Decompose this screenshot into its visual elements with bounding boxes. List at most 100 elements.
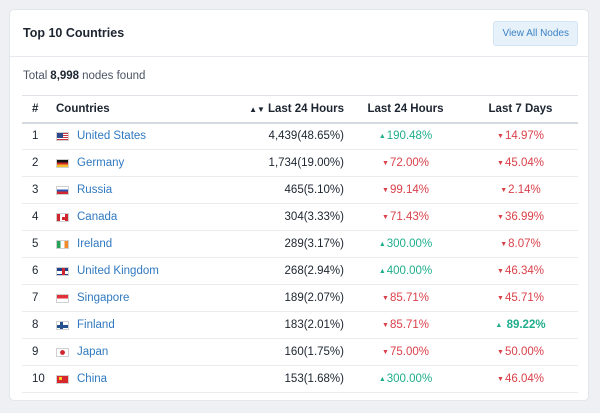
table-row: 7 Singapore 189(2.07%) ▼85.71% ▼45.71% xyxy=(22,284,578,312)
flag-us-icon xyxy=(56,131,69,141)
flag-jp-icon xyxy=(56,347,69,357)
row-nodes-24h: 289(3.17%) xyxy=(222,230,348,258)
country-link[interactable]: Ireland xyxy=(77,238,113,250)
triangle-down-icon: ▼ xyxy=(382,160,389,167)
triangle-down-icon: ▼ xyxy=(497,214,504,221)
card-title: Top 10 Countries xyxy=(23,26,125,40)
flag-de-icon xyxy=(56,158,69,168)
row-change-24h: ▲190.48% xyxy=(348,122,463,150)
header-nodes-label: Last 24 Hours xyxy=(267,102,344,115)
triangle-up-icon: ▲ xyxy=(378,268,386,275)
row-change-7d: ▼14.97% xyxy=(463,122,578,150)
triangle-down-icon: ▼ xyxy=(382,322,389,329)
flag-ie-icon xyxy=(56,239,69,249)
row-nodes-24h: 4,439(48.65%) xyxy=(222,122,348,150)
table-row: 2 Germany 1,734(19.00%) ▼72.00% ▼45.04% xyxy=(22,149,578,177)
row-rank: 3 xyxy=(22,176,52,204)
row-nodes-24h: 465(5.10%) xyxy=(222,176,348,204)
country-link[interactable]: Singapore xyxy=(77,292,130,304)
triangle-down-icon: ▼ xyxy=(500,187,508,194)
row-nodes-24h: 268(2.94%) xyxy=(222,257,348,285)
header-change-7d[interactable]: Last 7 Days xyxy=(463,95,578,124)
total-suffix: nodes found xyxy=(82,70,146,82)
triangle-up-icon: ▲ xyxy=(378,133,386,141)
row-change-7d: ▼8.07% xyxy=(463,230,578,258)
row-rank: 8 xyxy=(22,311,52,339)
row-country: Finland xyxy=(52,311,222,339)
header-change-24h[interactable]: Last 24 Hours xyxy=(348,95,463,124)
country-link[interactable]: United States xyxy=(77,130,147,143)
table-row: 1 United States 4,439(48.65%) ▲190.48% ▼14.9… xyxy=(22,122,578,150)
row-country: United States xyxy=(52,122,222,150)
row-country: Japan xyxy=(52,338,222,366)
row-country: Ireland xyxy=(52,230,222,258)
row-rank: 5 xyxy=(22,230,52,258)
row-nodes-24h: 1,734(19.00%) xyxy=(222,149,348,177)
row-nodes-24h: 189(2.07%) xyxy=(222,284,348,312)
country-link[interactable]: Japan xyxy=(77,346,109,358)
row-change-24h: ▲400.00% xyxy=(348,257,463,285)
flag-cn-icon xyxy=(56,374,69,384)
change-24h-value: 85.71% xyxy=(389,319,429,331)
table-row: 8 Finland 183(2.01%) ▼85.71% ▲ 89.22% xyxy=(22,311,578,339)
view-all-nodes-button[interactable]: View All Nodes xyxy=(493,20,578,46)
change-7d-value: 2.14% xyxy=(508,184,541,196)
row-rank: 1 xyxy=(22,122,52,150)
header-countries: Countries xyxy=(52,95,222,124)
row-change-24h: ▲300.00% xyxy=(348,365,463,393)
row-rank: 10 xyxy=(22,365,52,393)
row-change-24h: ▼99.14% xyxy=(348,176,463,204)
triangle-up-icon: ▲ xyxy=(378,376,386,383)
row-change-7d: ▼36.99% xyxy=(463,203,578,231)
country-link[interactable]: Finland xyxy=(77,319,115,331)
flag-sg-icon xyxy=(56,293,69,303)
row-change-24h: ▼75.00% xyxy=(348,338,463,366)
triangle-up-icon: ▲ xyxy=(495,322,503,329)
triangle-down-icon: ▼ xyxy=(497,295,504,302)
flag-fi-icon xyxy=(56,320,69,330)
row-rank: 2 xyxy=(22,149,52,177)
change-7d-value: 89.22% xyxy=(506,319,546,331)
row-change-24h: ▼85.71% xyxy=(348,284,463,312)
table-header-row: # Countries ▲▼ Last 24 Hours Last 24 Hour… xyxy=(22,95,578,124)
flag-ca-icon xyxy=(56,212,69,222)
row-nodes-24h: 304(3.33%) xyxy=(222,203,348,231)
country-link[interactable]: Canada xyxy=(77,211,118,223)
row-nodes-24h: 183(2.01%) xyxy=(222,311,348,339)
table-row: 6 United Kingdom 268(2.94%) ▲400.00% ▼46.34% xyxy=(22,257,578,285)
header-nodes-24h[interactable]: ▲▼ Last 24 Hours xyxy=(222,95,348,124)
triangle-down-icon: ▼ xyxy=(497,376,504,383)
country-link[interactable]: Germany xyxy=(77,157,125,169)
change-7d-value: 36.99% xyxy=(504,211,544,223)
row-country: Canada xyxy=(52,203,222,231)
country-link[interactable]: United Kingdom xyxy=(77,265,159,277)
change-7d-value: 45.71% xyxy=(504,292,544,304)
change-24h-value: 300.00% xyxy=(386,238,433,250)
triangle-down-icon: ▼ xyxy=(382,295,389,302)
row-change-24h: ▼72.00% xyxy=(348,149,463,177)
change-7d-value: 46.34% xyxy=(504,265,544,277)
header-rank: # xyxy=(22,95,52,124)
change-24h-value: 75.00% xyxy=(389,346,429,358)
row-nodes-24h: 160(1.75%) xyxy=(222,338,348,366)
triangle-down-icon: ▼ xyxy=(497,268,504,275)
change-7d-value: 46.04% xyxy=(504,373,544,385)
country-link[interactable]: Russia xyxy=(77,184,113,196)
row-rank: 9 xyxy=(22,338,52,366)
change-24h-value: 190.48% xyxy=(386,130,433,143)
row-nodes-24h: 153(1.68%) xyxy=(222,365,348,393)
country-link[interactable]: China xyxy=(77,373,108,385)
row-change-24h: ▼71.43% xyxy=(348,203,463,231)
countries-table: # Countries ▲▼ Last 24 Hours Last 24 Hour… xyxy=(22,95,578,393)
triangle-down-icon: ▼ xyxy=(497,349,504,356)
flag-gb-icon xyxy=(56,266,69,276)
change-7d-value: 50.00% xyxy=(504,346,544,358)
row-change-7d: ▼2.14% xyxy=(463,176,578,204)
row-change-7d: ▼45.04% xyxy=(463,149,578,177)
row-change-24h: ▼85.71% xyxy=(348,311,463,339)
change-7d-value: 14.97% xyxy=(504,130,544,143)
triangle-down-icon: ▼ xyxy=(500,241,508,248)
total-prefix: Total xyxy=(23,70,48,82)
table-row: 4 Canada 304(3.33%) ▼71.43% ▼36.99% xyxy=(22,203,578,231)
triangle-down-icon: ▼ xyxy=(382,187,389,194)
